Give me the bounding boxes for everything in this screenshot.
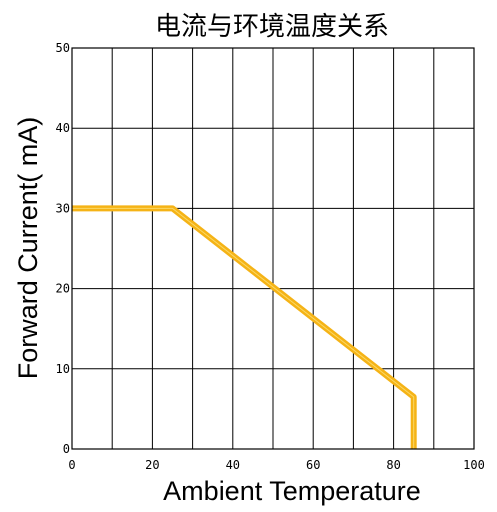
y-tick-label: 10 xyxy=(56,362,70,376)
grid xyxy=(72,48,474,449)
series-line xyxy=(72,208,414,449)
y-tick-label: 40 xyxy=(56,121,70,135)
x-tick-label: 60 xyxy=(306,458,320,472)
x-tick-label: 100 xyxy=(463,458,485,472)
series-layer xyxy=(72,208,414,449)
chart-title: 电流与环境温度关系 xyxy=(155,12,389,42)
y-tick-label: 20 xyxy=(56,282,70,296)
tick-labels: 0 20 40 60 80 100 0 10 20 30 40 50 xyxy=(56,41,485,472)
x-tick-label: 0 xyxy=(68,458,75,472)
x-axis-title: Ambient Temperature xyxy=(163,476,421,506)
y-tick-label: 50 xyxy=(56,41,70,55)
x-tick-label: 40 xyxy=(226,458,240,472)
x-tick-label: 20 xyxy=(145,458,159,472)
y-tick-label: 0 xyxy=(63,442,70,456)
series-line-highlight xyxy=(72,208,414,449)
x-tick-label: 80 xyxy=(386,458,400,472)
y-tick-label: 30 xyxy=(56,201,70,215)
y-axis-title: Forward Current( mA) xyxy=(13,117,43,380)
